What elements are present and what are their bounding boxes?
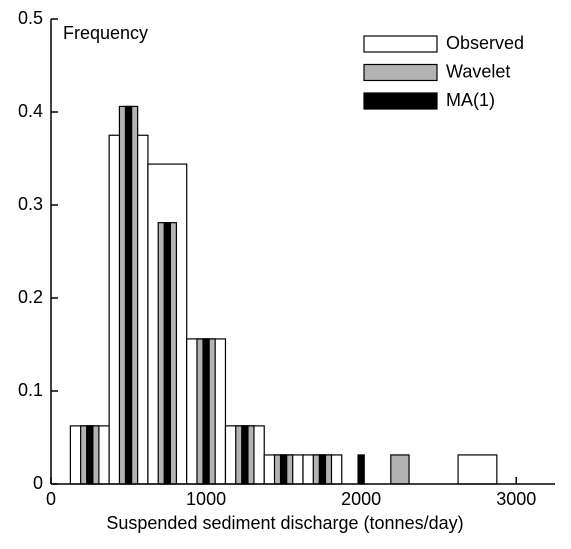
x-tick-label: 0 (46, 489, 56, 509)
bar (279, 454, 288, 485)
y-axis-label: Frequency (63, 23, 148, 43)
x-axis-label: Suspended sediment discharge (tonnes/day… (106, 513, 463, 533)
bar (390, 454, 410, 485)
bar (202, 338, 210, 485)
x-tick-label: 1000 (186, 489, 226, 509)
y-tick-label: 0 (33, 473, 43, 493)
y-tick-label: 0.4 (18, 101, 43, 121)
y-tick-label: 0.2 (18, 287, 43, 307)
legend-label: Wavelet (446, 61, 510, 81)
legend-label: MA(1) (446, 90, 495, 110)
bar (86, 425, 94, 485)
legend-swatch (363, 35, 438, 53)
bar (318, 454, 327, 485)
y-tick-label: 0.3 (18, 194, 43, 214)
legend-label: Observed (446, 33, 524, 53)
x-tick-label: 3000 (496, 489, 536, 509)
bar (241, 425, 249, 485)
y-tick-label: 0.1 (18, 380, 43, 400)
y-tick-label: 0.5 (18, 8, 43, 28)
legend-swatch (363, 63, 438, 82)
bar (457, 454, 498, 485)
bar (163, 222, 172, 485)
legend-swatch (363, 92, 438, 110)
bar (124, 105, 133, 485)
x-tick-label: 2000 (341, 489, 381, 509)
